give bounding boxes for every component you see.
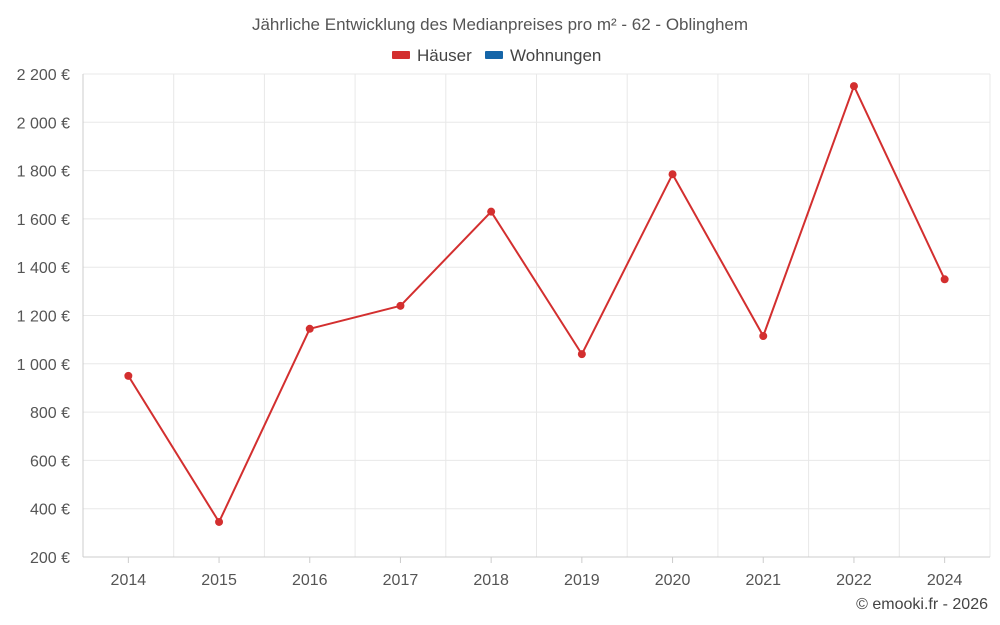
series-line	[127, 85, 946, 523]
data-point[interactable]: 2024: 1350	[940, 275, 949, 284]
data-point[interactable]: 2015: 345	[215, 517, 224, 526]
y-tick-label: 1 000 €	[17, 357, 70, 374]
legend-swatch-wohnungen	[485, 51, 503, 59]
x-tick-label: 2017	[383, 572, 419, 589]
x-tick-label: 2018	[473, 572, 509, 589]
y-tick-label: 1 800 €	[17, 164, 70, 181]
series-haeuser: 2014: 950 2015: 345 2016: 1145 2017: 1240 20…	[124, 82, 949, 526]
chart-title: Jährliche Entwicklung des Medianpreises …	[252, 15, 748, 34]
legend-swatch-haeuser	[392, 51, 410, 59]
x-tick-label: 2014	[111, 572, 147, 589]
y-tick-label: 400 €	[30, 502, 70, 519]
y-axis: 200 € 400 € 600 € 800 € 1 000 € 1 200 € 1 400 …	[17, 67, 84, 567]
data-point[interactable]: 2017: 1240	[396, 301, 405, 310]
data-point[interactable]: 2019: 1040	[577, 350, 586, 359]
x-tick-label: 2024	[927, 572, 963, 589]
legend-label-haeuser: Häuser	[417, 46, 472, 65]
y-tick-label: 600 €	[30, 453, 70, 470]
legend: Häuser Wohnungen	[392, 46, 601, 65]
data-point[interactable]: 2021: 1115	[759, 332, 768, 341]
x-tick-label: 2020	[655, 572, 691, 589]
data-point[interactable]: 2018: 1630	[487, 207, 496, 216]
x-tick-label: 2015	[201, 572, 237, 589]
x-tick-label: 2021	[745, 572, 781, 589]
y-tick-label: 800 €	[30, 405, 70, 422]
legend-item-wohnungen[interactable]: Wohnungen	[485, 46, 601, 65]
y-tick-label: 2 200 €	[17, 67, 70, 84]
y-tick-label: 1 200 €	[17, 309, 70, 326]
data-point[interactable]: 2014: 950	[124, 371, 133, 380]
y-tick-label: 1 600 €	[17, 212, 70, 229]
x-tick-label: 2016	[292, 572, 328, 589]
x-tick-label: 2019	[564, 572, 600, 589]
y-tick-label: 2 000 €	[17, 115, 70, 132]
data-point[interactable]: 2016: 1145	[305, 324, 314, 333]
y-tick-label: 1 400 €	[17, 260, 70, 277]
data-point[interactable]: 2020: 1785	[668, 170, 677, 179]
credit-text: © emooki.fr - 2026	[856, 596, 988, 613]
x-tick-label: 2022	[836, 572, 872, 589]
legend-label-wohnungen: Wohnungen	[510, 46, 601, 65]
y-tick-label: 200 €	[30, 550, 70, 567]
grid-lines	[82, 73, 991, 558]
legend-item-haeuser[interactable]: Häuser	[392, 46, 472, 65]
x-axis: 2014 2015 2016 2017 2018 2019 2020 2021 2022 2024	[83, 556, 990, 589]
data-point[interactable]: 2022: 2150	[849, 82, 858, 91]
